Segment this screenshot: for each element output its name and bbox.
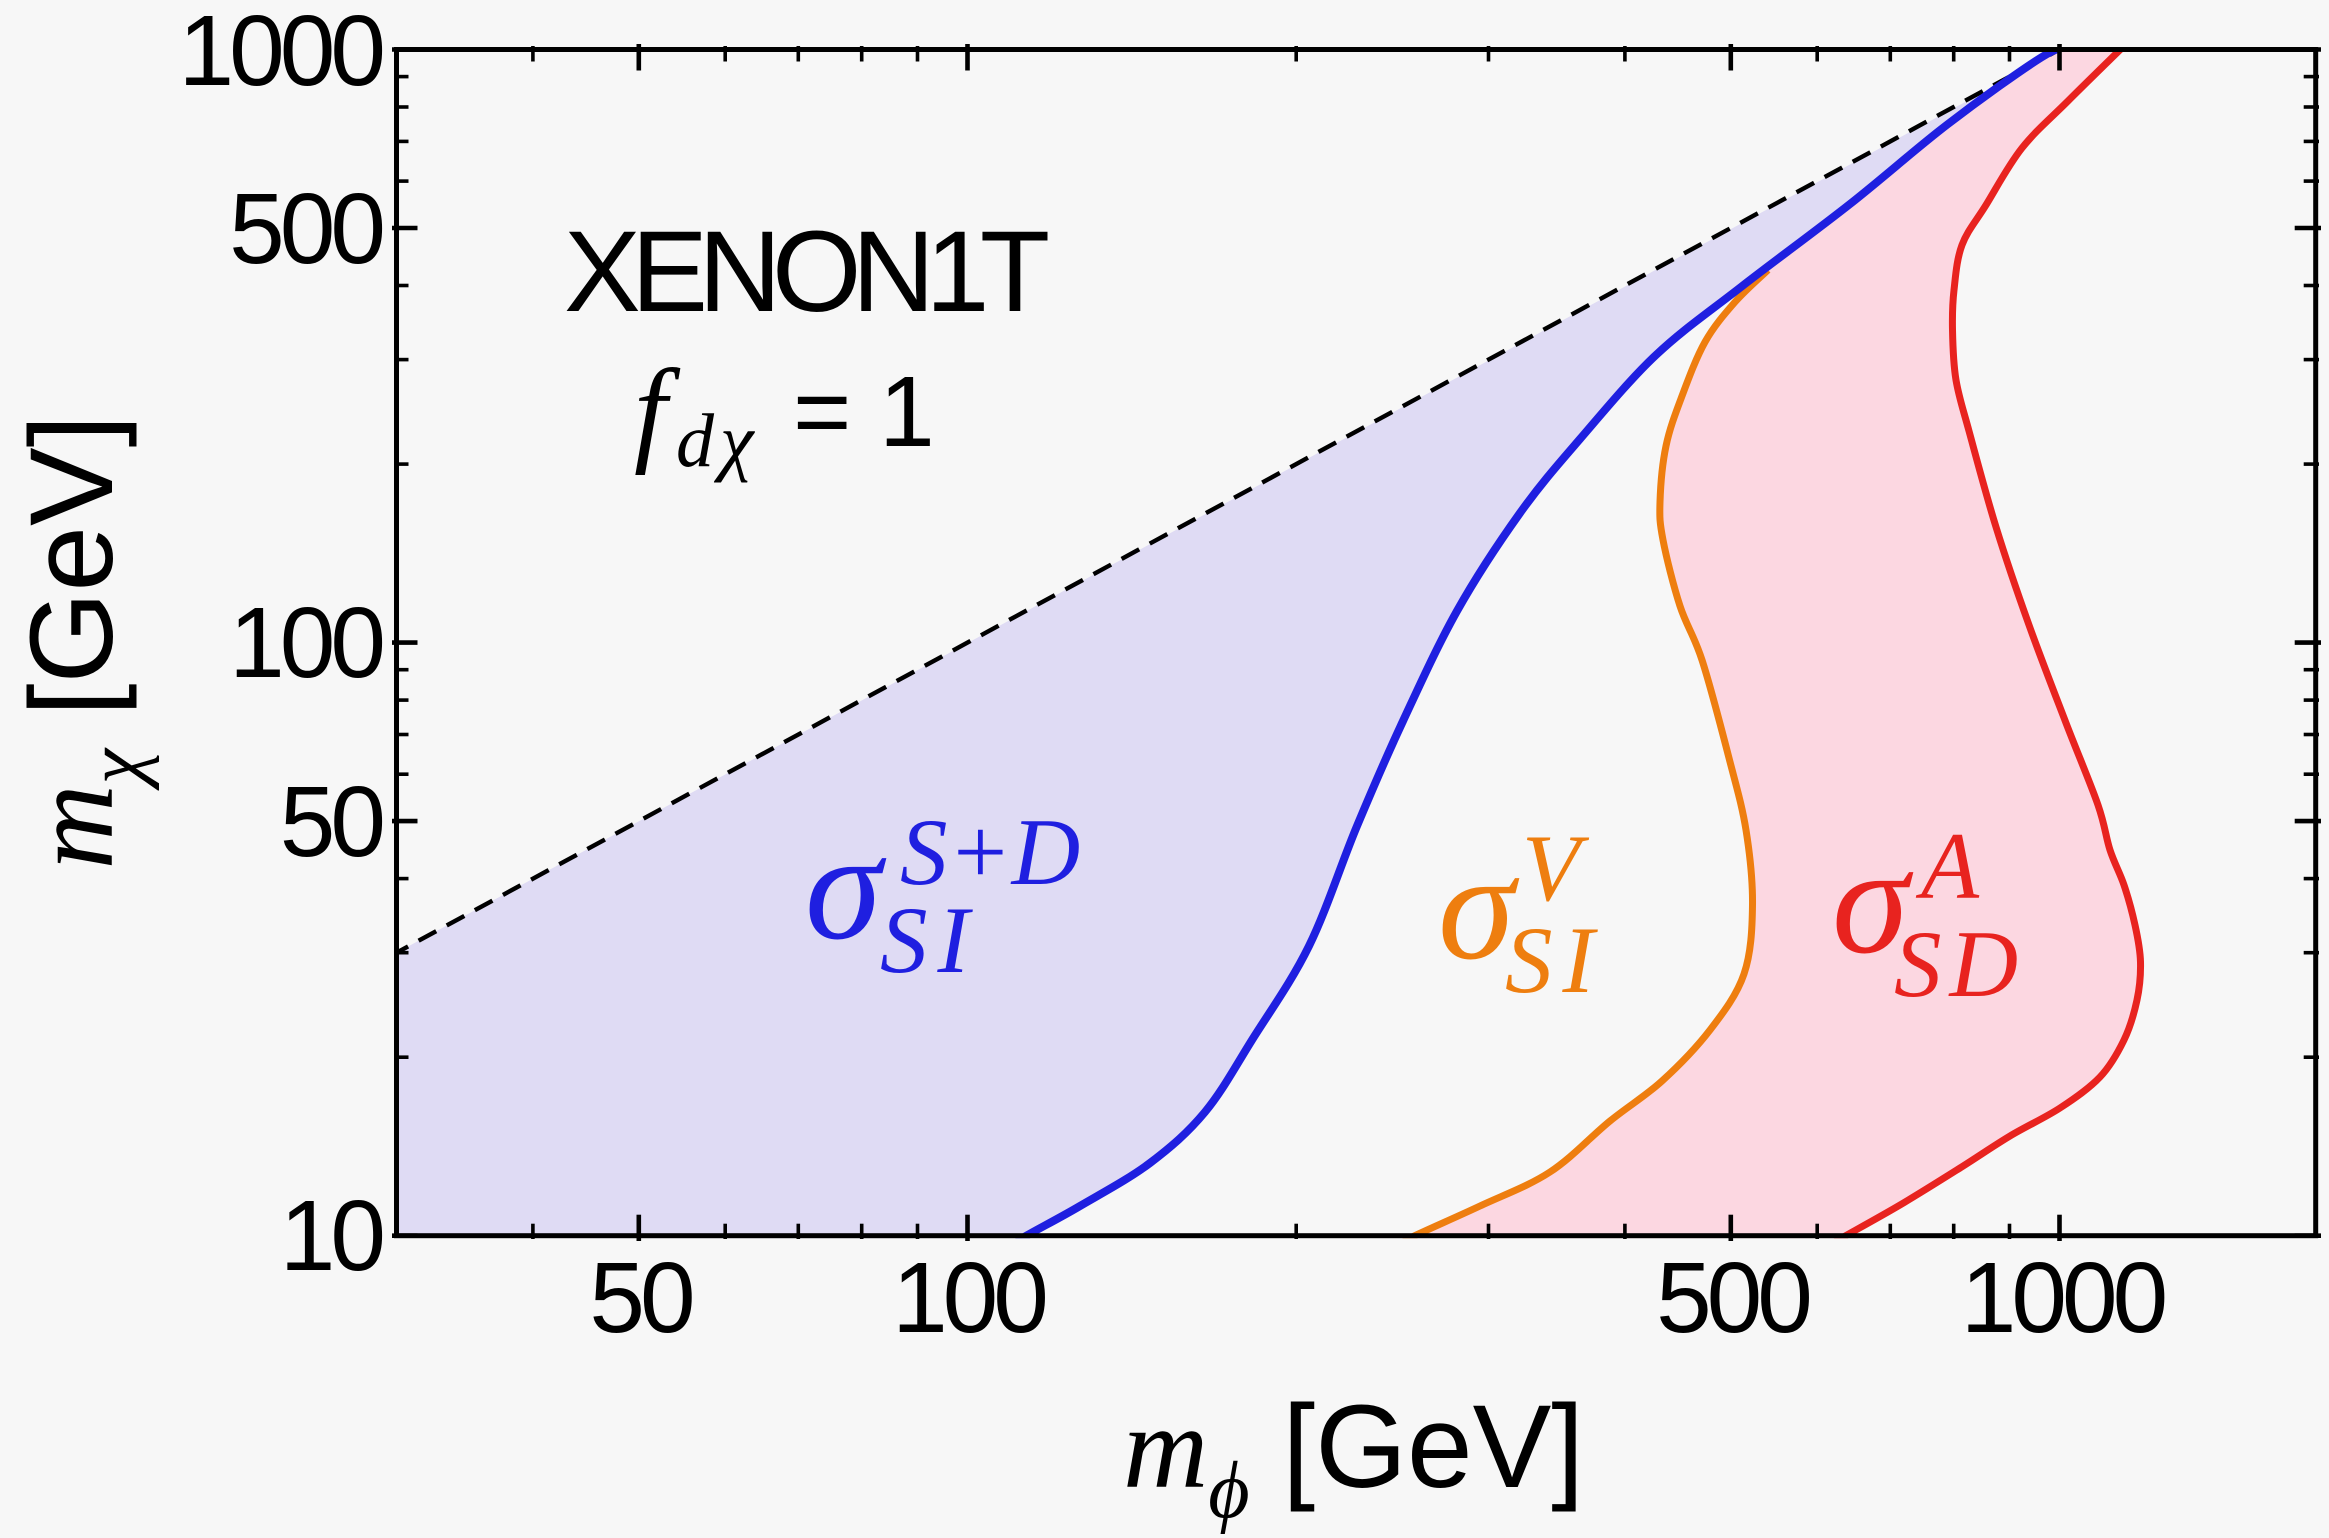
svg-text:1000: 1000 [1961,1242,2165,1354]
svg-text:= 1: = 1 [793,356,935,468]
svg-text:V: V [1522,815,1590,921]
svg-text:50: 50 [280,766,383,878]
svg-text:XENON1T: XENON1T [564,208,1048,336]
svg-text:50: 50 [589,1242,692,1354]
svg-text:100: 100 [892,1242,1045,1354]
svg-text:mϕ [GeV]: mϕ [GeV] [1123,1381,1584,1535]
svg-text:σ: σ [1438,820,1520,992]
svg-text:100: 100 [229,587,382,699]
svg-text:σ: σ [1832,814,1914,986]
svg-text:SI: SI [880,887,979,993]
svg-text:σ: σ [805,800,887,972]
svg-text:1000: 1000 [179,0,383,107]
svg-text:500: 500 [1656,1242,1809,1354]
svg-text:SI: SI [1505,907,1604,1013]
svg-text:10: 10 [280,1180,383,1292]
svg-text:S+D: S+D [900,799,1080,905]
svg-text:A: A [1915,813,1980,919]
svg-text:mχ [GeV]: mχ [GeV] [6,415,160,870]
svg-text:500: 500 [229,173,382,285]
svg-text:SD: SD [1894,911,2026,1017]
